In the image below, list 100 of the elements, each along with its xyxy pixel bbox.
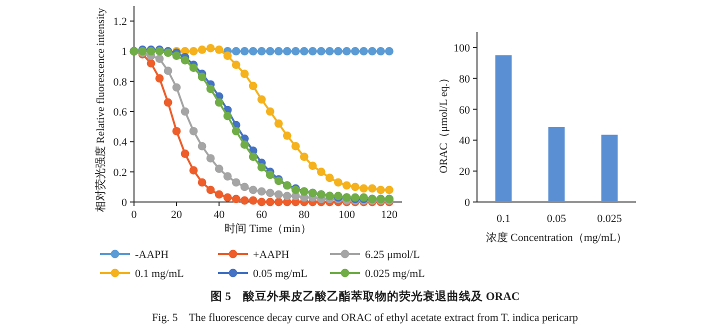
- x-axis-title: 时间 Time（min）: [224, 222, 312, 235]
- point: [248, 196, 258, 205]
- legend-label: 0.025 mg/mL: [365, 268, 426, 280]
- point: [316, 168, 326, 176]
- legend-label: +AAPH: [253, 249, 290, 261]
- x-tick-label: 80: [298, 209, 310, 221]
- point: [308, 47, 317, 56]
- point: [189, 47, 198, 56]
- point: [266, 47, 274, 56]
- point: [172, 83, 181, 92]
- point: [240, 182, 249, 192]
- point: [342, 47, 351, 56]
- caption: 图 5 酸豆外果皮乙酸乙酯萃取物的荧光衰退曲线及 ORAC: [210, 289, 520, 303]
- point: [240, 70, 249, 78]
- point: [360, 47, 368, 56]
- point: [376, 47, 385, 56]
- point: [282, 192, 292, 200]
- point: [282, 47, 292, 56]
- x-axis-title: 浓度 Concentration（mg/mL）: [486, 231, 628, 244]
- point: [223, 112, 232, 120]
- point: [257, 95, 266, 104]
- bar: [548, 127, 565, 202]
- x-tick-label: 0.025: [597, 213, 622, 225]
- point: [342, 181, 351, 190]
- point: [206, 44, 215, 52]
- point: [291, 142, 300, 150]
- point: [334, 178, 342, 187]
- point: [232, 126, 240, 136]
- caption: Fig. 5 The fluorescence decay curve and ORAC of ethyl acetate extract from T. indica pericarp: [152, 312, 578, 324]
- y-tick-label: 100: [454, 42, 470, 54]
- point: [325, 47, 334, 56]
- point: [232, 47, 240, 56]
- point: [248, 152, 258, 161]
- x-tick-label: 0.1: [496, 213, 510, 225]
- point: [257, 198, 266, 206]
- point: [214, 46, 224, 54]
- point: [274, 190, 283, 199]
- point: [172, 126, 181, 136]
- point: [351, 47, 360, 56]
- y-tick-label: 0: [464, 197, 470, 209]
- legend-label: 0.1 mg/mL: [135, 268, 184, 280]
- legend-label: 6.25 μmol/L: [365, 249, 420, 261]
- y-tick-label: 0.8: [113, 76, 128, 88]
- point: [300, 152, 308, 161]
- y-tick-label: 1.2: [113, 16, 127, 28]
- y-tick-label: 20: [459, 166, 470, 178]
- point: [368, 184, 376, 193]
- legend-label: 0.05 mg/mL: [253, 268, 308, 280]
- point: [223, 52, 232, 60]
- point: [274, 198, 283, 206]
- point: [385, 186, 394, 194]
- point: [248, 82, 258, 90]
- point: [240, 140, 249, 149]
- point: [198, 46, 206, 54]
- point: [164, 66, 172, 76]
- y-tick-label: 0.2: [113, 166, 127, 179]
- legend-label: -AAPH: [135, 249, 169, 261]
- point: [180, 150, 190, 158]
- y-tick-label: 0.4: [113, 136, 128, 149]
- y-axis-title: 相对荧光强度 Relative fluorescence intensity: [94, 7, 107, 212]
- y-tick-label: 80: [459, 73, 470, 86]
- point: [232, 60, 240, 69]
- point: [334, 47, 342, 56]
- point: [376, 186, 385, 194]
- point: [232, 178, 240, 187]
- point: [368, 47, 376, 56]
- point: [274, 47, 283, 56]
- y-tick-label: 60: [459, 104, 470, 116]
- point: [172, 52, 181, 60]
- point: [206, 186, 215, 194]
- point: [180, 107, 190, 116]
- point: [206, 84, 215, 94]
- y-tick-label: 0.6: [113, 106, 128, 119]
- point: [180, 56, 190, 64]
- x-tick-label: 60: [256, 209, 268, 221]
- point: [240, 47, 249, 56]
- x-tick-label: 0: [131, 209, 138, 221]
- point: [198, 142, 206, 150]
- point: [198, 72, 206, 82]
- point: [257, 187, 266, 196]
- point: [248, 186, 258, 194]
- point: [385, 47, 394, 56]
- bar: [495, 55, 512, 202]
- point: [248, 47, 258, 56]
- y-tick-label: 1: [122, 46, 127, 58]
- point: [240, 196, 249, 205]
- point: [266, 170, 274, 180]
- point: [206, 154, 215, 162]
- x-tick-label: 120: [380, 209, 398, 221]
- point: [316, 47, 326, 56]
- point: [198, 178, 206, 187]
- point: [257, 163, 266, 172]
- point: [164, 98, 172, 107]
- x-tick-label: 100: [338, 209, 356, 221]
- point: [300, 47, 308, 56]
- point: [291, 47, 300, 56]
- point: [325, 174, 334, 182]
- point: [214, 164, 224, 174]
- point: [257, 47, 266, 56]
- point: [189, 166, 198, 175]
